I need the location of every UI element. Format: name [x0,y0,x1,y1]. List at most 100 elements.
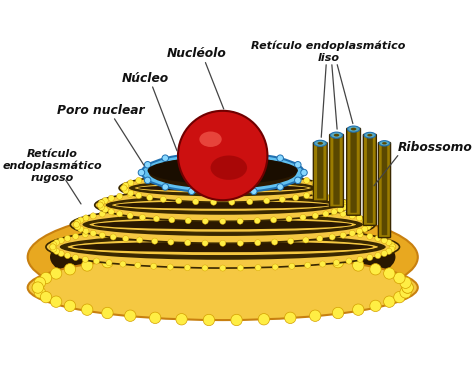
Ellipse shape [141,152,304,193]
Circle shape [151,263,157,269]
Circle shape [51,246,57,252]
Circle shape [219,186,226,192]
Circle shape [151,224,157,230]
Circle shape [202,265,208,271]
Circle shape [289,263,295,269]
Circle shape [272,264,278,270]
FancyBboxPatch shape [378,143,391,238]
Ellipse shape [367,134,373,136]
Circle shape [121,185,127,191]
Circle shape [333,259,339,266]
Circle shape [169,217,175,223]
Circle shape [366,221,372,227]
Circle shape [219,218,226,224]
Circle shape [90,230,96,236]
Circle shape [346,230,352,236]
Circle shape [255,203,261,209]
Ellipse shape [111,199,334,211]
Circle shape [303,206,309,212]
Circle shape [303,237,309,243]
Circle shape [127,191,133,197]
Circle shape [390,244,396,250]
Circle shape [366,221,372,227]
Circle shape [317,235,323,242]
FancyBboxPatch shape [367,138,373,223]
Text: Retículo
endoplasmático
rugoso: Retículo endoplasmático rugoso [2,149,102,183]
Circle shape [394,272,405,284]
Circle shape [185,186,191,193]
Circle shape [127,213,133,219]
Circle shape [231,249,242,261]
Circle shape [284,312,296,323]
Circle shape [383,268,395,279]
Ellipse shape [129,180,317,196]
Text: Ribossomo: Ribossomo [398,141,472,154]
Circle shape [237,223,244,229]
Circle shape [169,187,175,193]
Circle shape [137,237,143,243]
Circle shape [145,177,151,183]
Circle shape [292,175,299,182]
Circle shape [99,200,104,206]
Circle shape [203,249,215,261]
Circle shape [83,215,89,221]
Circle shape [279,196,285,202]
Circle shape [312,191,319,197]
Circle shape [102,206,108,213]
Circle shape [237,203,244,209]
Circle shape [128,190,134,196]
Circle shape [192,199,199,205]
Ellipse shape [119,174,327,202]
Circle shape [54,248,60,255]
Circle shape [271,217,277,223]
Circle shape [332,256,344,268]
Circle shape [146,175,153,182]
Circle shape [356,215,363,221]
Circle shape [123,188,129,194]
Ellipse shape [210,156,247,180]
Circle shape [139,214,146,220]
Circle shape [342,202,348,208]
Circle shape [400,277,411,288]
Circle shape [106,259,112,266]
Circle shape [305,262,310,268]
Circle shape [370,264,381,275]
Circle shape [254,186,260,193]
Circle shape [246,199,253,205]
Circle shape [331,209,337,215]
Circle shape [135,262,141,268]
Circle shape [264,172,270,178]
Circle shape [294,162,301,168]
Circle shape [99,232,105,238]
FancyBboxPatch shape [350,132,357,213]
Circle shape [176,250,187,262]
Circle shape [319,261,326,267]
Circle shape [279,174,285,180]
Circle shape [185,240,191,246]
Circle shape [319,227,326,233]
Circle shape [83,228,89,234]
Circle shape [383,296,395,307]
Circle shape [389,242,395,248]
Circle shape [367,255,373,261]
FancyBboxPatch shape [313,143,327,201]
Circle shape [323,193,329,199]
Circle shape [162,155,168,161]
Circle shape [154,216,160,222]
Circle shape [210,171,217,177]
Circle shape [337,197,343,203]
Circle shape [381,237,387,243]
Circle shape [202,218,209,224]
Circle shape [73,233,79,240]
Circle shape [272,224,278,230]
Circle shape [258,314,270,325]
Circle shape [317,188,323,194]
Circle shape [64,264,76,275]
Circle shape [50,244,56,250]
Circle shape [137,206,143,212]
Circle shape [349,230,356,236]
Circle shape [381,250,387,256]
Circle shape [135,226,141,232]
Circle shape [210,199,217,205]
Circle shape [289,224,295,230]
